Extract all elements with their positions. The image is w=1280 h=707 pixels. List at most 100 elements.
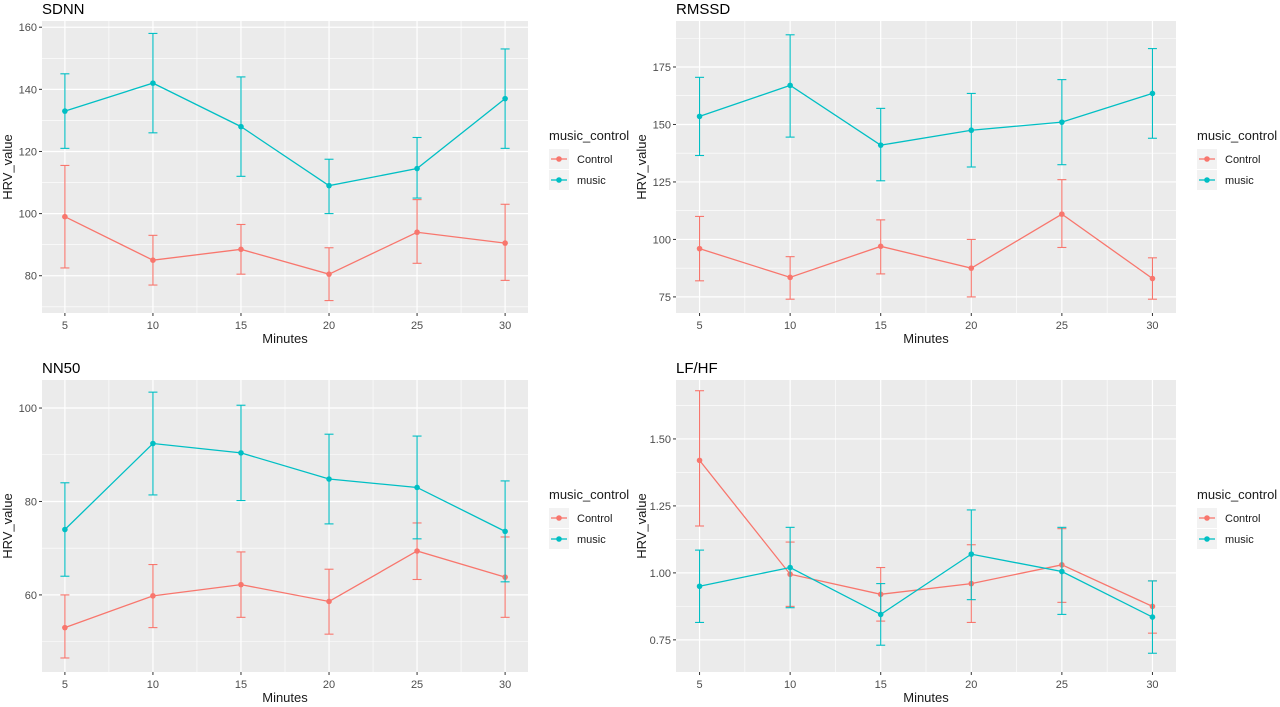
x-axis-label: Minutes xyxy=(262,331,308,346)
series-line xyxy=(699,459,1153,607)
data-point xyxy=(414,548,420,554)
y-tick-label: 100 xyxy=(19,403,37,415)
x-tick-label: 5 xyxy=(62,320,68,332)
legend: music_control Control music xyxy=(1197,128,1277,190)
legend-key-point xyxy=(1204,156,1210,162)
legend-key-point xyxy=(1204,177,1210,183)
chart-svg-0: 80 100 120 140 160 5 10 15 20 25 30 SDNN Minutes HRV_… xyxy=(0,1,629,346)
chart-svg-1: 75 100 125 150 175 5 10 15 20 25 30 RMSSD Minutes HRV… xyxy=(634,1,1277,346)
legend-label: music xyxy=(1225,534,1254,546)
data-point xyxy=(696,113,703,120)
legend-item-control: Control xyxy=(1197,149,1260,169)
legend-key-point xyxy=(1204,515,1210,521)
series-line xyxy=(64,216,506,275)
legend-label: music xyxy=(577,175,606,187)
x-tick-label: 30 xyxy=(1146,679,1158,691)
nn50-chart: 60 80 100 5 10 15 20 25 30 NN50 Minutes HRV_value mu… xyxy=(0,353,640,706)
data-point xyxy=(1059,211,1065,217)
legend-title: music_control xyxy=(549,128,629,143)
legend-key-point xyxy=(556,515,562,521)
y-tick-label: 1.25 xyxy=(650,501,671,513)
x-tick-label: 25 xyxy=(411,679,423,691)
chart-title: NN50 xyxy=(42,360,80,377)
y-tick-label: 60 xyxy=(25,590,37,602)
x-tick-label: 5 xyxy=(696,679,702,691)
series-control xyxy=(695,179,1157,300)
data-point xyxy=(150,593,156,599)
x-axis-label: Minutes xyxy=(262,690,308,705)
y-tick-label: 0.75 xyxy=(650,635,671,647)
data-point xyxy=(877,142,884,148)
data-point xyxy=(326,271,332,277)
x-axis-label: Minutes xyxy=(903,690,949,705)
legend-item-music: music xyxy=(549,529,606,549)
legend: music_control Control music xyxy=(1197,487,1277,549)
x-tick-label: 5 xyxy=(696,320,702,332)
data-point xyxy=(238,123,244,130)
lf-hf-chart: 0.75 1.00 1.25 1.50 5 10 15 20 25 30 LF/HF Minutes H… xyxy=(634,353,1280,706)
series-line xyxy=(64,82,506,187)
data-point xyxy=(414,229,420,236)
x-tick-label: 20 xyxy=(965,679,977,691)
data-point xyxy=(414,165,420,172)
data-point xyxy=(326,476,332,482)
chart-title: LF/HF xyxy=(676,360,718,377)
series-music xyxy=(695,509,1157,654)
y-axis-label: HRV_value xyxy=(634,493,649,559)
x-axis-label: Minutes xyxy=(903,331,949,346)
y-tick-label: 75 xyxy=(659,292,671,304)
y-tick-label: 120 xyxy=(19,146,37,158)
data-point xyxy=(968,127,975,134)
y-axis-label: HRV_value xyxy=(634,134,649,200)
legend-item-music: music xyxy=(1197,170,1254,190)
sdnn-chart: 80 100 120 140 160 5 10 15 20 25 30 SDNN Minutes HRV_… xyxy=(0,0,640,353)
data-point xyxy=(1059,119,1065,125)
y-tick-label: 125 xyxy=(653,177,671,189)
data-point xyxy=(238,450,244,456)
x-tick-label: 30 xyxy=(1146,320,1158,332)
x-tick-label: 25 xyxy=(1056,320,1068,332)
legend-item-control: Control xyxy=(549,149,612,169)
y-tick-label: 175 xyxy=(653,62,671,74)
x-tick-label: 15 xyxy=(235,320,247,332)
data-point xyxy=(150,80,156,86)
legend-label: Control xyxy=(1225,154,1260,166)
data-point xyxy=(696,583,703,590)
x-tick-label: 25 xyxy=(411,320,423,332)
chart-title: SDNN xyxy=(42,1,85,18)
y-axis-label: HRV_value xyxy=(0,134,15,200)
series-line xyxy=(64,550,506,629)
x-tick-label: 20 xyxy=(965,320,977,332)
x-tick-label: 10 xyxy=(784,320,796,332)
legend-label: Control xyxy=(1225,513,1260,525)
legend-key-point xyxy=(556,156,562,162)
x-tick-label: 10 xyxy=(147,320,159,332)
data-point xyxy=(62,526,68,533)
data-point xyxy=(238,581,244,588)
series-line xyxy=(64,442,506,532)
series-control xyxy=(60,164,510,302)
data-point xyxy=(326,598,332,605)
y-tick-label: 140 xyxy=(19,84,37,96)
x-tick-label: 25 xyxy=(1056,679,1068,691)
y-tick-label: 80 xyxy=(25,496,37,508)
legend-label: Control xyxy=(577,513,612,525)
legend-label: music xyxy=(1225,175,1254,187)
legend-key-point xyxy=(1204,536,1210,542)
data-point xyxy=(877,243,884,250)
data-point xyxy=(150,257,156,263)
x-tick-label: 20 xyxy=(323,679,335,691)
x-tick-label: 30 xyxy=(499,679,511,691)
y-tick-label: 1.00 xyxy=(650,568,671,580)
x-tick-label: 10 xyxy=(147,679,159,691)
y-axis-label: HRV_value xyxy=(0,493,15,559)
y-tick-label: 80 xyxy=(25,271,37,283)
legend-item-music: music xyxy=(549,170,606,190)
series-line xyxy=(699,213,1153,280)
data-point xyxy=(62,108,68,114)
data-point xyxy=(787,82,793,89)
data-point xyxy=(238,246,244,253)
legend-label: music xyxy=(577,534,606,546)
legend-title: music_control xyxy=(1197,128,1277,143)
